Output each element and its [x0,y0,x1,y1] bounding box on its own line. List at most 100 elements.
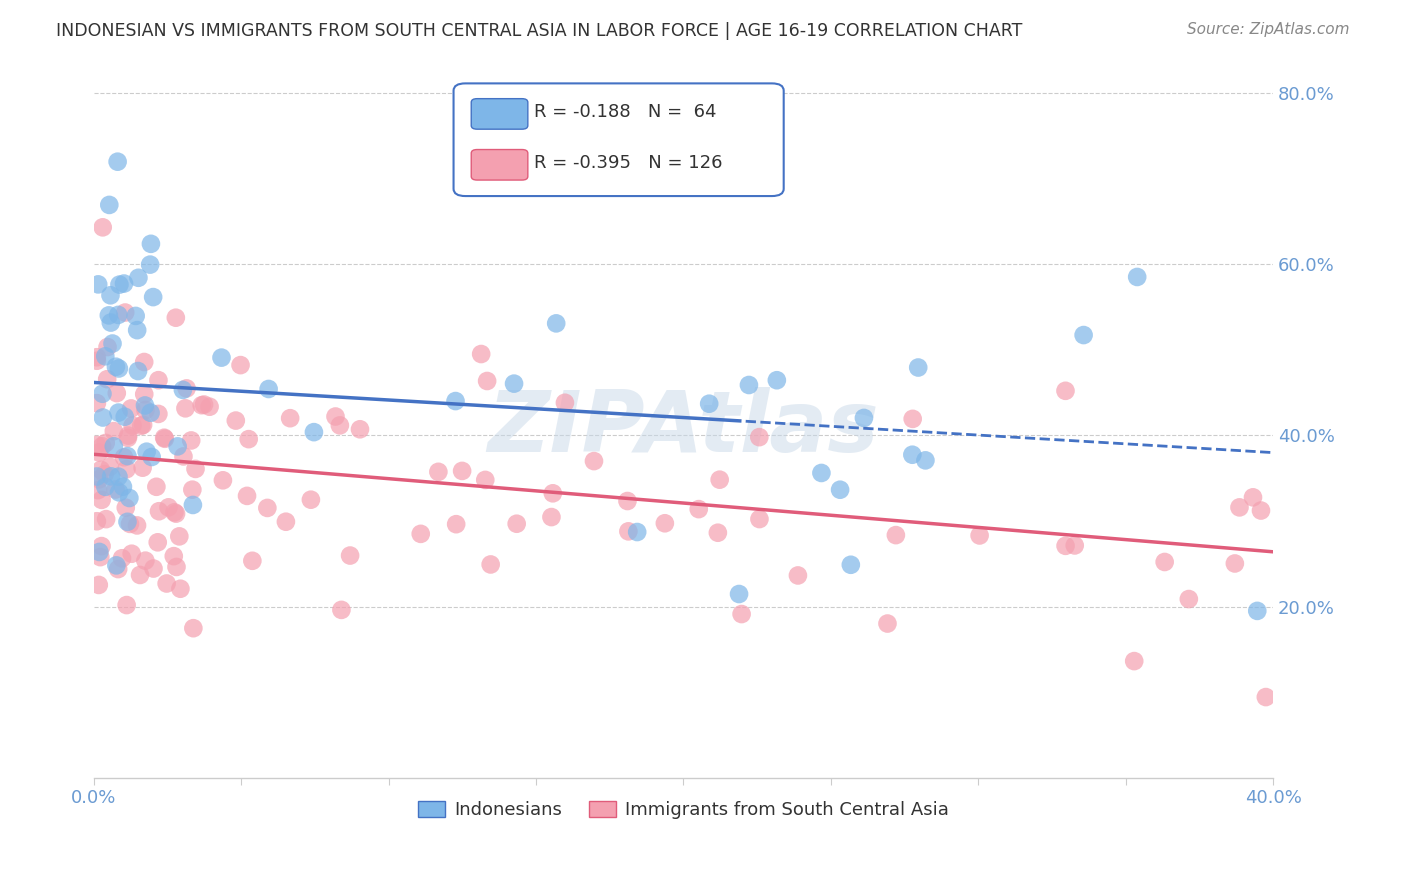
Point [115,462,138,476]
Point [787,568,810,582]
Point [139,406,162,420]
Point [142,561,165,575]
Point [183,621,205,635]
Point [127,364,149,378]
Point [105,386,128,401]
Point [165,507,187,521]
Point [184,462,207,476]
Point [139,236,162,251]
Point [238,432,260,446]
Point [211,351,233,365]
Point [114,500,136,515]
Point [117,449,139,463]
Point [914,453,936,467]
Point [1254,690,1277,704]
Point [616,494,638,508]
Point [89,545,111,559]
Point [1229,500,1251,515]
Point [766,373,789,387]
Point [1153,555,1175,569]
Point [444,394,467,409]
Point [112,450,135,465]
Point [96,372,118,386]
Point [240,554,263,568]
Point [90,492,112,507]
Point [198,400,221,414]
Point [257,382,280,396]
Point [115,598,138,612]
Point [852,411,875,425]
Point [278,411,301,425]
Point [1054,384,1077,398]
Point [121,418,143,433]
Point [117,515,139,529]
Point [274,515,297,529]
Point [100,316,122,330]
Point [884,528,907,542]
Point [86,438,108,452]
Text: Source: ZipAtlas.com: Source: ZipAtlas.com [1187,22,1350,37]
Point [830,483,852,497]
Point [148,373,170,387]
Point [554,396,576,410]
Point [172,383,194,397]
Point [474,473,496,487]
Point [91,386,114,401]
Point [302,425,325,439]
Point [654,516,676,531]
Point [153,432,176,446]
Point [148,504,170,518]
Point [103,439,125,453]
Point [100,469,122,483]
Point [135,444,157,458]
Point [87,445,110,459]
Point [839,558,862,572]
Point [89,550,111,565]
Point [330,603,353,617]
Point [91,439,114,453]
Point [117,428,139,442]
Point [697,397,720,411]
Point [169,529,191,543]
Point [125,518,148,533]
Point [87,483,110,497]
FancyBboxPatch shape [471,150,527,180]
Point [93,467,115,482]
Point [582,454,605,468]
Point [145,480,167,494]
Point [146,535,169,549]
Point [134,399,156,413]
Point [225,414,247,428]
Point [111,480,134,494]
Point [112,277,135,291]
Point [176,381,198,395]
Point [86,514,108,528]
Point [1123,654,1146,668]
Point [153,431,176,445]
Point [475,374,498,388]
Point [107,469,129,483]
Point [1126,269,1149,284]
Point [94,349,117,363]
Point [325,409,347,424]
Text: R = -0.395   N = 126: R = -0.395 N = 126 [534,154,723,172]
Text: INDONESIAN VS IMMIGRANTS FROM SOUTH CENTRAL ASIA IN LABOR FORCE | AGE 16-19 CORR: INDONESIAN VS IMMIGRANTS FROM SOUTH CENT… [56,22,1022,40]
Point [127,323,149,337]
Point [1246,604,1268,618]
Point [86,353,108,368]
Point [907,360,929,375]
Point [503,376,526,391]
Point [117,431,139,445]
Point [127,270,149,285]
Point [229,358,252,372]
Point [129,568,152,582]
Point [134,355,156,369]
Point [444,517,467,532]
Point [546,317,568,331]
Point [104,359,127,374]
Point [90,463,112,477]
Point [87,277,110,292]
Point [709,473,731,487]
Point [86,396,108,410]
Point [190,398,212,412]
